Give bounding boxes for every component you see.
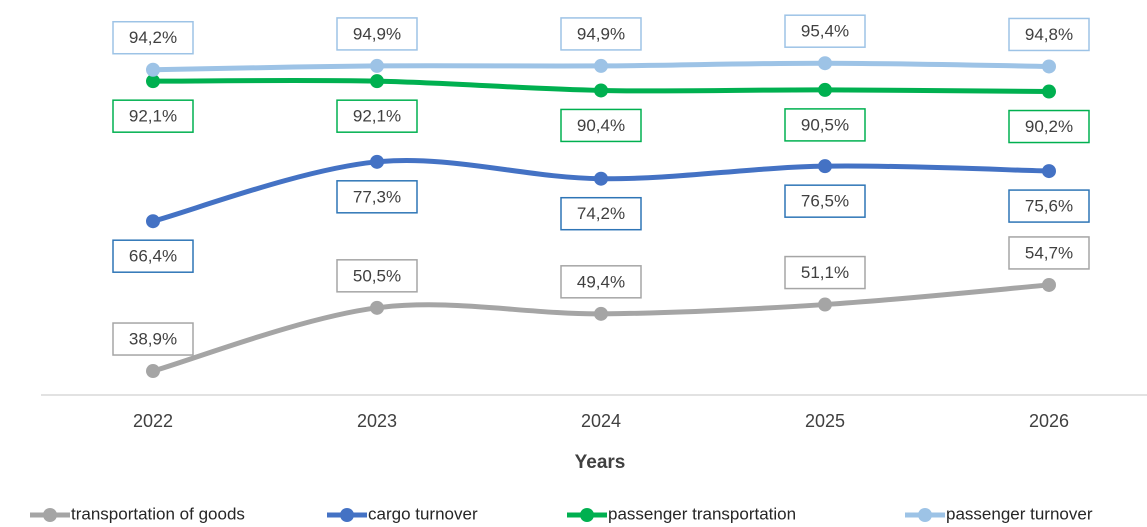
data-label: 94,9% <box>577 24 625 43</box>
marker <box>594 171 608 186</box>
legend-marker <box>340 508 354 522</box>
data-label-box <box>784 14 866 48</box>
marker <box>146 364 160 379</box>
data-label-box <box>784 108 866 142</box>
data-label: 95,4% <box>801 22 849 41</box>
marker <box>594 83 608 98</box>
marker <box>818 82 832 97</box>
data-label: 90,4% <box>577 116 625 135</box>
marker <box>818 159 832 174</box>
marker <box>818 297 832 312</box>
data-label-box <box>112 99 194 133</box>
x-axis-title: Years <box>575 452 626 473</box>
marker <box>146 74 160 89</box>
marker <box>370 300 384 315</box>
legend-marker <box>918 508 932 522</box>
data-label: 94,2% <box>129 28 177 47</box>
data-label-box <box>560 17 642 51</box>
marker <box>1042 277 1056 292</box>
data-label-box <box>560 108 642 143</box>
legend-label: transportation of goods <box>71 504 245 523</box>
data-label-box <box>336 17 418 51</box>
x-tick-label: 2022 <box>133 411 173 431</box>
marker <box>594 306 608 321</box>
marker <box>370 58 384 73</box>
data-label: 75,6% <box>1025 197 1073 216</box>
x-tick-label: 2024 <box>581 411 621 431</box>
marker <box>1042 164 1056 179</box>
legend-label: passenger turnover <box>946 504 1093 523</box>
x-tick-label: 2023 <box>357 411 397 431</box>
data-label-box <box>336 99 418 133</box>
legend-label: passenger transportation <box>608 504 796 523</box>
marker <box>1042 59 1056 74</box>
data-label-box <box>1008 109 1090 144</box>
data-label-box <box>336 180 418 214</box>
marker <box>370 154 384 169</box>
data-label: 92,1% <box>129 107 177 126</box>
data-label-box <box>1008 17 1090 52</box>
data-label-box <box>1008 189 1090 223</box>
data-label: 92,1% <box>353 107 401 126</box>
data-label: 66,4% <box>129 247 177 266</box>
data-label: 54,7% <box>1025 243 1073 262</box>
data-label-box <box>784 184 866 218</box>
legend-label: cargo turnover <box>368 504 478 523</box>
marker <box>146 214 160 229</box>
data-label: 94,8% <box>1025 25 1073 44</box>
legend-marker <box>43 508 57 522</box>
marker <box>146 62 160 77</box>
data-label-box <box>112 322 194 356</box>
marker <box>370 74 384 89</box>
marker <box>818 56 832 71</box>
legend-marker <box>580 508 594 522</box>
marker <box>594 58 608 73</box>
data-label-box <box>112 239 194 273</box>
data-label-box <box>336 259 418 293</box>
data-label: 94,9% <box>353 24 401 43</box>
data-label: 90,5% <box>801 115 849 134</box>
data-label: 38,9% <box>129 330 177 349</box>
data-label: 76,5% <box>801 192 849 211</box>
x-tick-label: 2026 <box>1029 411 1069 431</box>
data-label-box <box>1008 236 1090 270</box>
data-label-box <box>560 196 642 231</box>
marker <box>1042 84 1056 99</box>
x-tick-label: 2025 <box>805 411 845 431</box>
data-label-box <box>112 20 194 55</box>
data-label-box <box>560 265 642 299</box>
data-label-box <box>784 255 866 290</box>
data-label: 49,4% <box>577 272 625 291</box>
data-label: 50,5% <box>353 266 401 285</box>
data-label: 77,3% <box>353 187 401 206</box>
data-label: 90,2% <box>1025 117 1073 136</box>
data-label: 74,2% <box>577 204 625 223</box>
data-label: 51,1% <box>801 263 849 282</box>
